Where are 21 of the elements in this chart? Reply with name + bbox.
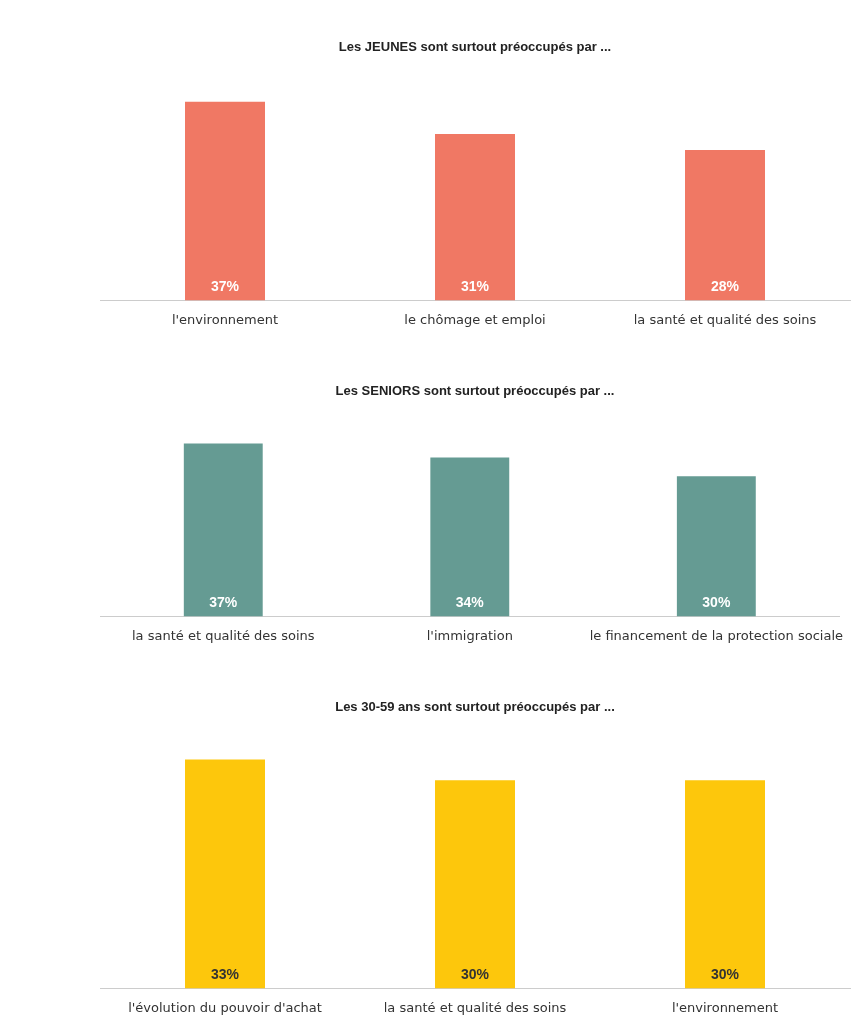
x-tick-label: l'évolution du pouvoir d'achat [128, 999, 322, 1015]
x-tick-label: l'immigration [426, 627, 513, 643]
data-label: 30% [710, 966, 740, 983]
x-tick-label: l'environnement [171, 311, 279, 327]
chart-title: Les 30-59 ans sont surtout préoccupés par ... [335, 699, 615, 715]
chart-title: Les SENIORS sont surtout préoccupés par ... [335, 383, 615, 399]
data-label: 28% [710, 278, 740, 295]
data-label: 34% [455, 594, 485, 611]
x-tick-label: la santé et qualité des soins [633, 311, 817, 327]
data-label: 37% [209, 594, 238, 611]
x-tick-label: le financement de la protection sociale [589, 627, 844, 643]
chart-title: Les JEUNES sont surtout préoccupés par ... [338, 39, 612, 55]
x-tick-label: l'environnement [671, 999, 779, 1015]
x-tick-label: la santé et qualité des soins [131, 627, 315, 643]
x-tick-label: le chômage et emploi [404, 311, 546, 327]
data-label: 33% [210, 966, 240, 983]
data-label: 30% [702, 594, 731, 611]
data-label: 31% [460, 278, 490, 295]
data-label: 37% [210, 278, 240, 295]
data-label: 30% [460, 966, 490, 983]
x-tick-label: la santé et qualité des soins [383, 999, 567, 1015]
